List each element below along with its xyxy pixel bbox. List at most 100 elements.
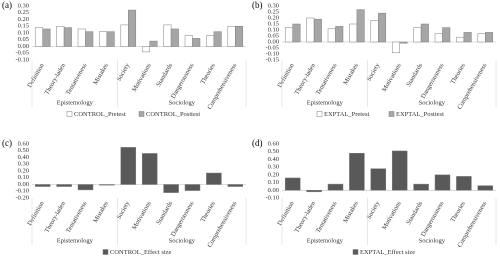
y-tick-label: 0.10 [268,26,279,33]
x-tick-label: Motivations [131,200,153,231]
bar [128,9,137,47]
legend-swatch [138,111,145,117]
bar [235,26,244,47]
y-tick-label: -0.10 [265,194,279,201]
x-tick-label: Motivations [381,200,403,231]
y-tick-label: 0.20 [268,14,279,21]
bar [99,31,108,47]
bar [349,153,365,191]
group-label: Epistemology [57,99,94,106]
bar [85,31,94,47]
bar [456,176,472,191]
x-tick-label: Tentativeness [315,200,339,234]
y-tick-label: 0.10 [18,29,29,36]
y-tick-label: -0.05 [15,50,29,57]
y-tick-label: 0.30 [268,2,279,9]
x-tick-label: Tentativeness [65,200,89,234]
group-label: Epistemology [307,237,344,244]
y-tick-label: 0.50 [268,148,279,155]
x-tick-label: Theories [449,200,467,224]
x-tick-label: Motivations [131,62,153,93]
x-tick-label: Mistakes [92,200,110,224]
x-tick-label: Motivations [381,62,403,93]
y-tick-label: 0.05 [18,36,29,43]
x-tick-label: Standards [155,62,174,88]
y-tick-label: 0.25 [18,9,29,16]
y-tick-label: 0.60 [18,140,29,147]
legend-label: EXPTAL_Posttest [396,111,444,118]
bar [184,184,201,191]
x-tick-label: Theory-laden [294,200,318,234]
x-tick-label: Theory-laden [44,200,68,234]
x-tick-label: Standards [155,200,174,226]
bar [420,23,429,43]
x-tick-label: Standards [405,62,424,88]
bar [413,183,429,191]
y-tick-label: 0.00 [18,43,29,50]
bar [163,184,179,193]
bar [313,18,322,43]
x-tick-label: Theories [199,200,217,224]
y-tick-label: 0.40 [268,156,279,163]
bar [184,35,193,47]
y-tick-label: 0.20 [268,171,279,178]
bar [463,32,472,43]
bar [413,27,422,43]
x-tick-label: Tentativeness [65,62,89,96]
y-tick-label: 0.20 [18,167,29,174]
y-tick-label: 0.00 [18,181,29,188]
bar [99,184,115,186]
x-tick-label: Mistakes [342,200,360,224]
bar [349,23,358,43]
x-tick-label: Dangerousness [170,62,196,100]
bar [327,183,344,191]
bar [485,32,494,43]
group-label: Epistemology [57,237,94,244]
bar [284,27,293,43]
bar [77,184,94,191]
y-tick-label: 0.15 [18,23,29,30]
panel-label: (b) [252,0,263,10]
x-tick-label: Society [116,62,132,83]
y-tick-label: -0.10 [15,188,29,195]
group-label: Sociology [169,237,196,244]
x-tick-label: Theories [199,62,217,86]
legend-swatch [352,249,359,255]
y-tick-label: 0.00 [268,38,279,45]
x-tick-label: Definition [276,62,296,89]
bar [370,20,379,43]
y-tick-label: 0.40 [18,154,29,161]
y-tick-label: 0.50 [18,147,29,154]
x-tick-label: Mistakes [92,62,110,86]
bar [227,26,236,47]
y-tick-label: 0.30 [18,161,29,168]
bar [120,147,137,185]
bar [213,31,222,47]
group-label: Sociology [419,99,446,106]
x-tick-label: Standards [405,200,424,226]
bar [477,185,494,191]
legend-swatch [316,111,323,117]
y-tick-label: 0.20 [18,16,29,23]
x-tick-label: Dangerousness [170,200,196,238]
bar [206,35,215,47]
y-tick-label: 0.25 [268,8,279,15]
x-tick-label: Theories [449,62,467,86]
legend-label: CONTROL_Effect size [110,249,172,256]
y-tick-label: 0.15 [268,20,279,27]
y-tick-label: 0.10 [18,174,29,181]
group-label: Sociology [169,99,196,106]
y-tick-label: 0.30 [268,164,279,171]
bar [163,24,172,47]
bar [141,46,150,53]
legend-swatch [102,249,109,255]
legend-swatch [66,111,73,117]
y-tick-label: 0.60 [268,140,279,147]
bar [227,184,244,187]
bar [170,28,179,47]
legend-label: EXPTAL_Pretest [324,111,370,118]
bar [149,40,158,47]
bar [56,184,72,187]
bar [327,28,336,43]
